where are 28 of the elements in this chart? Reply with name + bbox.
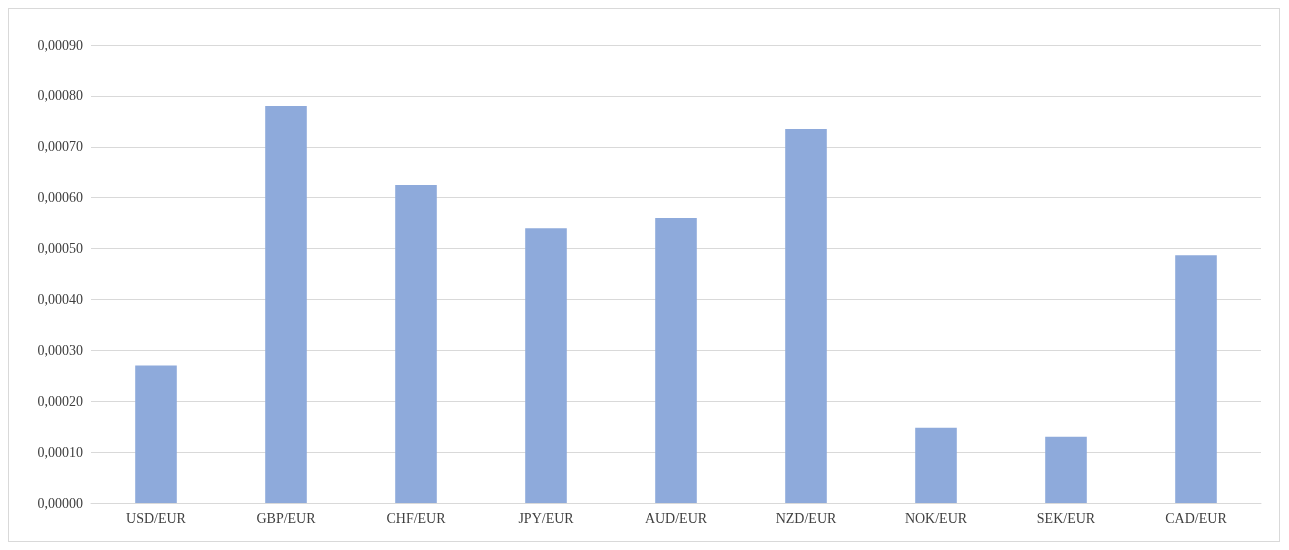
x-tick-label: AUD/EUR <box>644 510 708 526</box>
bar <box>655 218 697 503</box>
bar <box>1045 436 1087 503</box>
x-tick-label: USD/EUR <box>126 510 187 526</box>
bar <box>135 365 177 503</box>
x-tick-label: JPY/EUR <box>518 510 575 526</box>
bar <box>1175 255 1217 503</box>
bar <box>265 106 307 503</box>
x-tick-label: SEK/EUR <box>1036 510 1096 526</box>
x-tick-label: NZD/EUR <box>775 510 837 526</box>
y-tick-label: 0,00060 <box>37 190 83 206</box>
y-tick-label: 0,00070 <box>37 139 83 155</box>
y-tick-label: 0,00030 <box>37 342 83 358</box>
x-tick-label: NOK/EUR <box>904 510 968 526</box>
bar <box>395 184 437 503</box>
x-tick-label: GBP/EUR <box>256 510 317 526</box>
y-tick-label: 0,00000 <box>37 495 83 511</box>
bar <box>525 228 567 503</box>
bar <box>785 128 827 503</box>
y-tick-label: 0,00040 <box>37 291 83 307</box>
y-tick-label: 0,00010 <box>37 444 83 460</box>
x-tick-label: CAD/EUR <box>1165 510 1228 526</box>
y-tick-label: 0,00020 <box>37 393 83 409</box>
y-tick-label: 0,00080 <box>37 88 83 104</box>
y-tick-label: 0,00090 <box>37 37 83 53</box>
bar <box>915 427 957 503</box>
y-tick-label: 0,00050 <box>37 241 83 257</box>
x-tick-label: CHF/EUR <box>386 510 447 526</box>
